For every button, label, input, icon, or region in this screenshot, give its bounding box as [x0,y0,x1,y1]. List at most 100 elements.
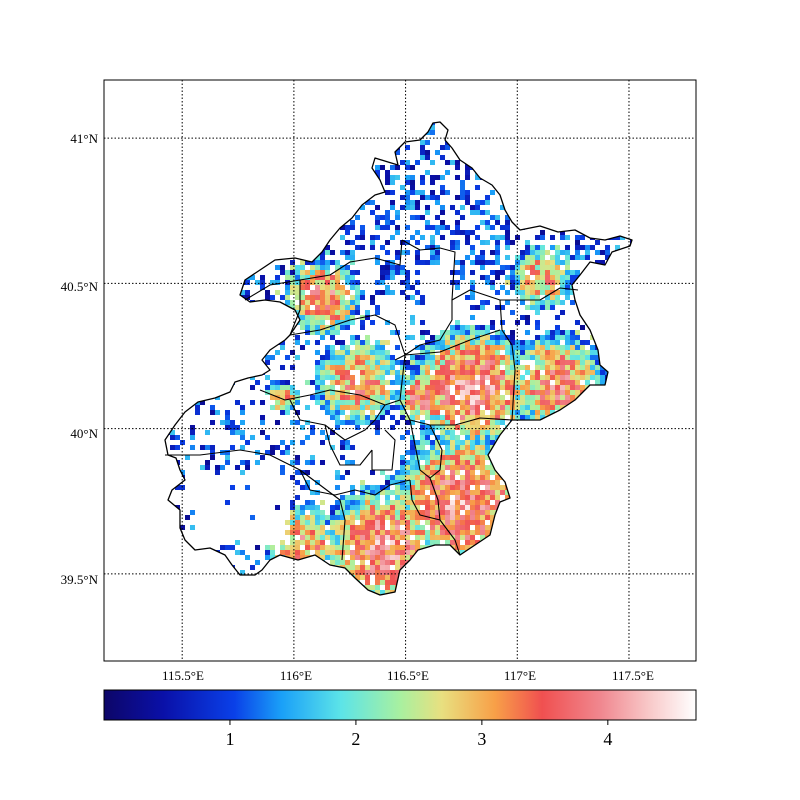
heatmap-cell [385,580,390,585]
heatmap-cell [270,545,275,550]
heatmap-cell [435,360,440,365]
heatmap-cell [455,445,460,450]
heatmap-cell [280,245,285,250]
heatmap-cell [430,575,435,580]
heatmap-cell [375,415,380,420]
heatmap-cell [410,405,415,410]
heatmap-cell [435,510,440,515]
heatmap-cell [410,580,415,585]
heatmap-cell [170,140,175,145]
heatmap-cell [600,410,605,415]
heatmap-cell [425,590,430,595]
heatmap-cell [505,385,510,390]
heatmap-cell [460,265,465,270]
heatmap-cell [240,405,245,410]
heatmap-cell [190,360,195,365]
heatmap-cell [215,555,220,560]
heatmap-cell [545,460,550,465]
heatmap-cell [420,465,425,470]
heatmap-cell [355,130,360,135]
heatmap-cell [535,185,540,190]
heatmap-cell [165,360,170,365]
heatmap-cell [480,275,485,280]
heatmap-cell [375,405,380,410]
heatmap-cell [190,525,195,530]
heatmap-cell [290,520,295,525]
heatmap-cell [565,370,570,375]
heatmap-cell [295,560,300,565]
heatmap-cell [495,390,500,395]
heatmap-cell [345,540,350,545]
heatmap-cell [630,340,632,345]
heatmap-cell [395,595,400,600]
heatmap-cell [470,495,475,500]
heatmap-cell [500,380,505,385]
heatmap-cell [375,530,380,535]
heatmap-cell [540,365,545,370]
heatmap-cell [240,300,245,305]
heatmap-cell [435,500,440,505]
heatmap-cell [530,340,535,345]
heatmap-cell [280,540,285,545]
heatmap-cell [585,215,590,220]
heatmap-cell [210,195,215,200]
heatmap-cell [455,495,460,500]
heatmap-cell [580,225,585,230]
heatmap-cell [290,260,295,265]
heatmap-cell [225,210,230,215]
heatmap-cell [390,520,395,525]
heatmap-cell [540,210,545,215]
heatmap-cell [400,480,405,485]
heatmap-cell [585,395,590,400]
heatmap-cell [530,250,535,255]
heatmap-cell [375,255,380,260]
heatmap-cell [315,550,320,555]
heatmap-cell [525,410,530,415]
heatmap-cell [595,415,600,420]
heatmap-cell [220,250,225,255]
heatmap-cell [445,535,450,540]
heatmap-cell [365,585,370,590]
heatmap-cell [435,380,440,385]
heatmap-cell [395,175,400,180]
heatmap-cell [410,320,415,325]
heatmap-cell [310,560,315,565]
heatmap-cell [550,285,555,290]
heatmap-cell [215,165,220,170]
heatmap-cell [320,122,325,125]
heatmap-cell [310,210,315,215]
heatmap-cell [595,390,600,395]
heatmap-cell [350,580,355,585]
heatmap-cell [405,525,410,530]
heatmap-cell [230,320,235,325]
heatmap-cell [305,195,310,200]
heatmap-cell [545,305,550,310]
heatmap-cell [575,245,580,250]
heatmap-cell [555,245,560,250]
heatmap-cell [575,435,580,440]
heatmap-cell [290,530,295,535]
heatmap-cell [405,515,410,520]
heatmap-cell [480,410,485,415]
heatmap-cell [320,520,325,525]
district-boundary [404,329,501,356]
heatmap-cell [425,225,430,230]
heatmap-cell [305,150,310,155]
heatmap-cell [260,195,265,200]
heatmap-cell [190,290,195,295]
heatmap-cell [325,180,330,185]
heatmap-cell [485,555,490,560]
heatmap-cell [225,215,230,220]
heatmap-cell [215,470,220,475]
heatmap-cell [310,520,315,525]
heatmap-cell [440,400,445,405]
heatmap-cell [535,470,540,475]
heatmap-cell [495,220,500,225]
heatmap-cell [500,405,505,410]
heatmap-cell [415,360,420,365]
heatmap-cell [540,420,545,425]
heatmap-cell [340,515,345,520]
heatmap-cell [320,305,325,310]
heatmap-cell [435,490,440,495]
heatmap-cell [365,405,370,410]
